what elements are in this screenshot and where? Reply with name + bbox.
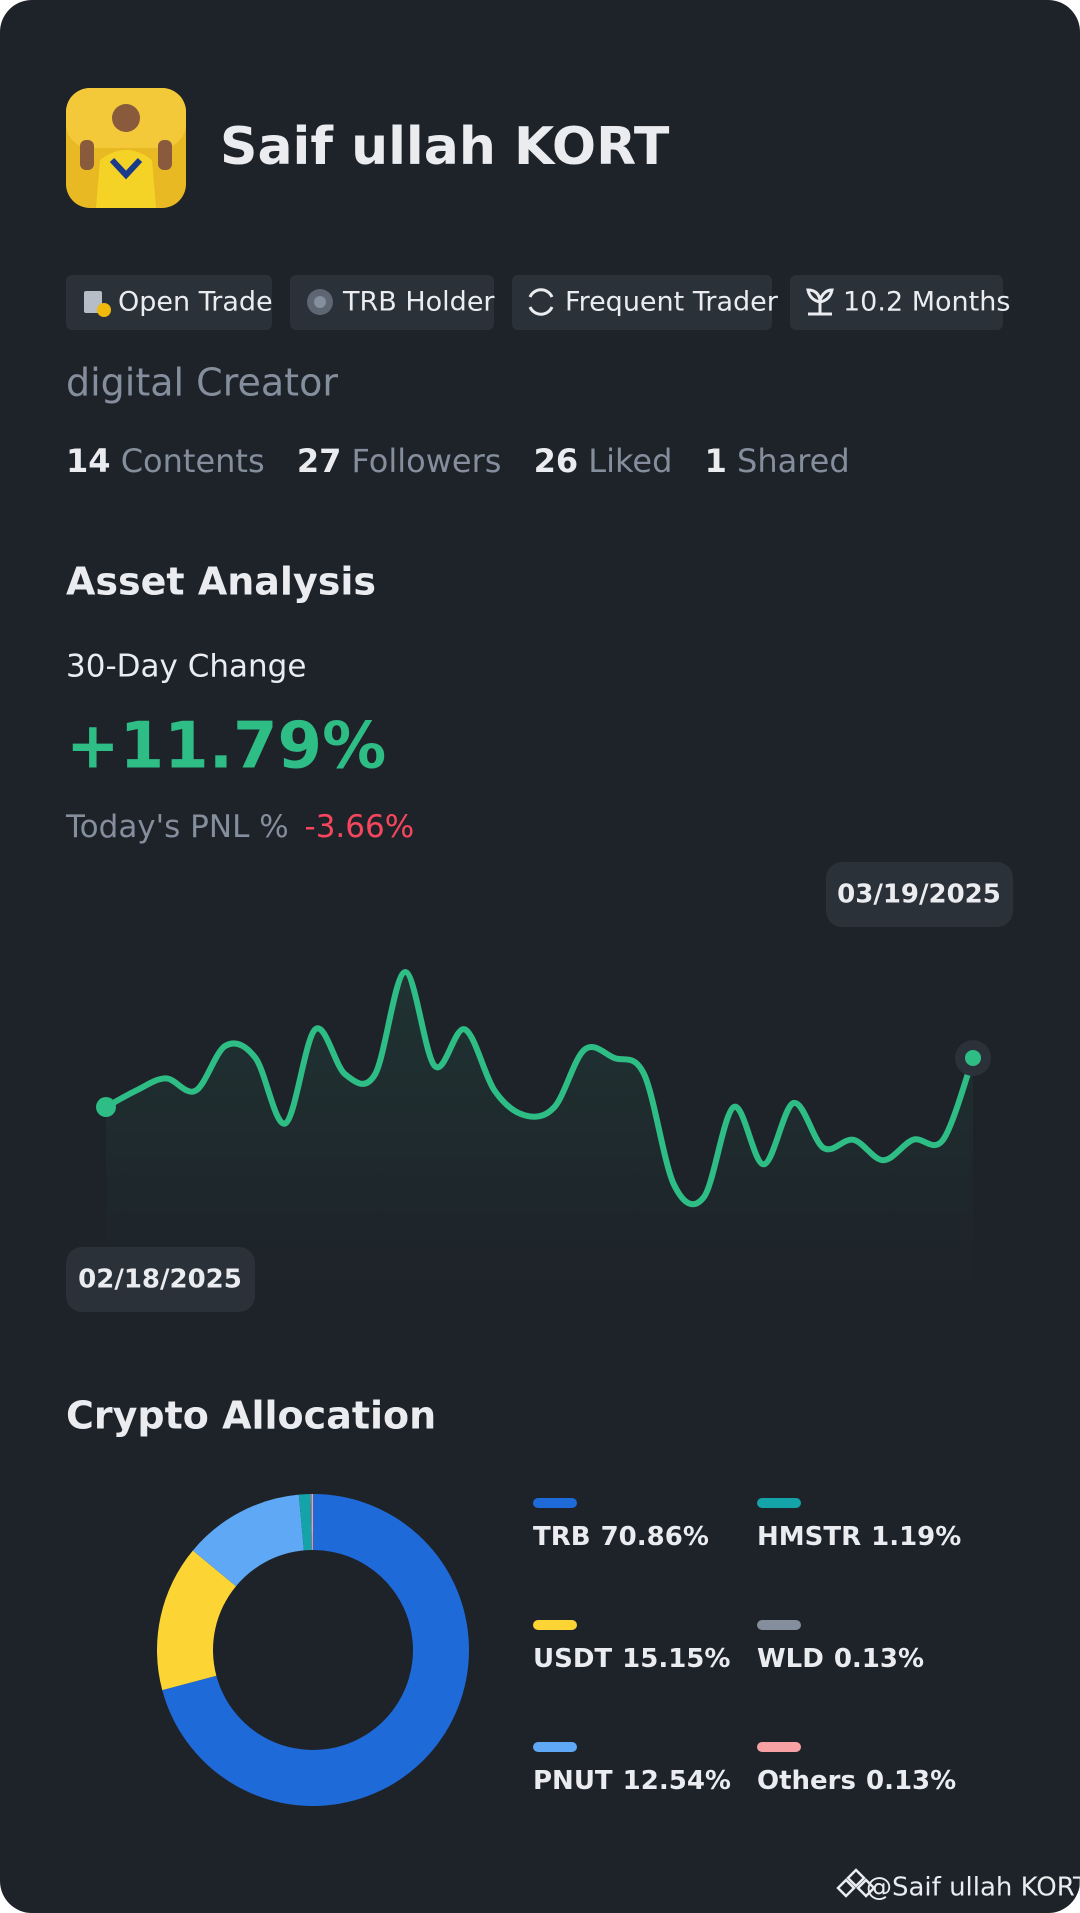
legend-entry: WLD 0.13% xyxy=(757,1644,924,1674)
badge: 10.2 Months xyxy=(790,275,1010,330)
legend-entry: USDT 15.15% xyxy=(533,1644,730,1674)
line-area xyxy=(106,972,973,1287)
date-tooltip xyxy=(826,862,1013,927)
badge-label: Frequent Trader xyxy=(565,287,779,318)
legend-value: 1.19% xyxy=(871,1522,961,1552)
stat-label: Contents xyxy=(121,442,265,480)
donut-chart: TRB 70.86% USDT 15.15% PNUT 12.54% HMSTR 1.19% W… xyxy=(157,1494,961,1807)
line-series xyxy=(104,969,976,1208)
date-tooltip xyxy=(66,1247,255,1312)
legend-swatch xyxy=(533,1620,577,1630)
start-date: 02/18/2025 xyxy=(78,1265,242,1295)
line-chart: 03/19/2025 02/18/2025 xyxy=(66,862,1013,1312)
section-title: Asset Analysis xyxy=(66,560,376,604)
badge: Open Trade xyxy=(66,275,273,330)
legend-value: 12.54% xyxy=(623,1766,731,1796)
legend-value: 0.13% xyxy=(866,1766,956,1796)
legend-swatch xyxy=(757,1742,801,1752)
start-point xyxy=(96,1097,116,1118)
legend-name: USDT xyxy=(533,1644,612,1674)
change-label: 30-Day Change xyxy=(66,649,306,685)
stat-label: Shared xyxy=(737,442,850,480)
avatar xyxy=(66,88,186,208)
badge: Frequent Trader xyxy=(512,275,779,330)
stat-value: 26 xyxy=(534,442,579,480)
donut-slice xyxy=(310,1494,313,1551)
change-value: +11.79% xyxy=(66,710,386,784)
stat-label: Liked xyxy=(588,442,672,480)
legend-swatch xyxy=(533,1498,577,1508)
pnl-value: -3.66% xyxy=(305,809,415,845)
legend-swatch xyxy=(757,1620,801,1630)
donut-slice xyxy=(157,1550,236,1691)
legend-name: HMSTR xyxy=(757,1522,861,1552)
legend-entry: TRB 70.86% xyxy=(533,1522,709,1552)
legend-value: 70.86% xyxy=(601,1522,709,1552)
donut-slice xyxy=(298,1494,312,1551)
stat-value: 27 xyxy=(297,442,342,480)
legend-value: 15.15% xyxy=(622,1644,730,1674)
donut-slice xyxy=(311,1494,313,1551)
badge-label: Open Trade xyxy=(118,287,273,318)
legend-entry: Others 0.13% xyxy=(757,1766,956,1796)
section-title: Crypto Allocation xyxy=(66,1394,436,1438)
badge-label: TRB Holder xyxy=(342,287,495,318)
watermark-text: @Saif ullah KORT xyxy=(866,1873,1080,1903)
legend-swatch xyxy=(757,1498,801,1508)
pnl: Today's PNL % -3.66% xyxy=(65,809,414,845)
donut-slice xyxy=(192,1494,304,1587)
bio: digital Creator xyxy=(66,361,338,405)
legend-entry: HMSTR 1.19% xyxy=(757,1522,961,1552)
stat-value: 1 xyxy=(705,442,727,480)
stats: 14 Contents 27 Followers 26 Liked 1 Shar… xyxy=(66,442,850,480)
stat-value: 14 xyxy=(66,442,111,480)
legend-name: TRB xyxy=(533,1522,591,1552)
stat-label: Followers xyxy=(352,442,502,480)
legend-swatch xyxy=(533,1742,577,1752)
profile-name: Saif ullah KORT xyxy=(220,117,670,177)
legend-name: PNUT xyxy=(533,1766,613,1796)
watermark: @Saif ullah KORT xyxy=(836,1868,1080,1903)
donut-slice xyxy=(162,1494,470,1807)
end-point xyxy=(965,1049,981,1066)
legend-name: Others xyxy=(757,1766,856,1796)
badge-label: 10.2 Months xyxy=(843,287,1010,318)
badge: TRB Holder xyxy=(290,275,495,330)
end-date: 03/19/2025 xyxy=(837,880,1001,910)
legend-entry: PNUT 12.54% xyxy=(533,1766,731,1796)
legend-value: 0.13% xyxy=(834,1644,924,1674)
pnl-label: Today's PNL % xyxy=(65,809,289,845)
legend-name: WLD xyxy=(757,1644,824,1674)
